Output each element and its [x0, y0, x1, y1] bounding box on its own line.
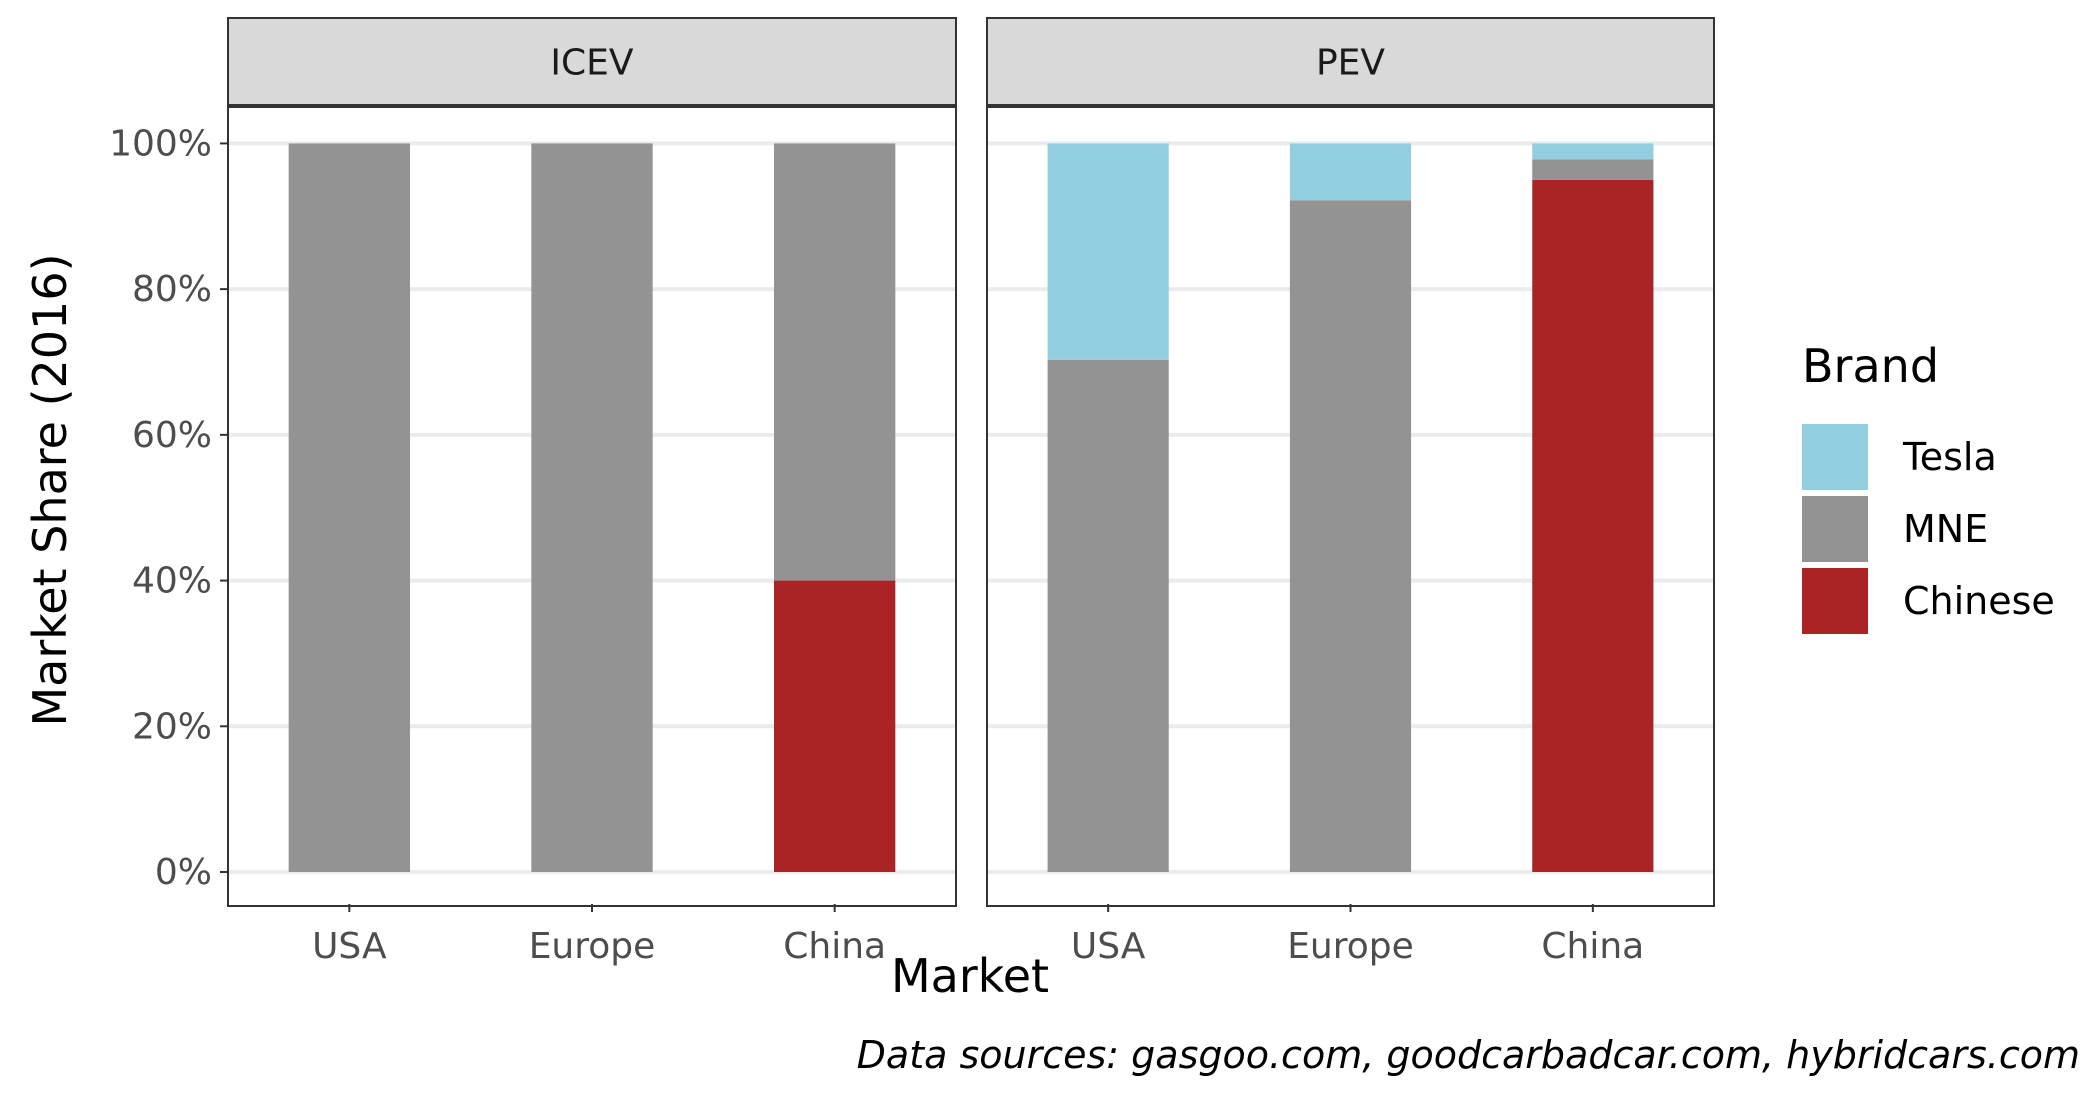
bar-mne [1289, 200, 1412, 872]
legend-title: Brand [1802, 339, 1939, 393]
chart-caption: Data sources: gasgoo.com, goodcarbadcar.… [857, 1033, 2080, 1077]
legend-swatch-mne [1802, 496, 1868, 562]
x-tick-label: USA [1071, 926, 1146, 967]
bar-mne [531, 143, 653, 872]
x-tick-label: China [783, 926, 886, 967]
y-tick-label: 60% [132, 415, 212, 456]
legend-label: MNE [1903, 507, 1988, 551]
panel-border [986, 106, 1715, 907]
facet-strip-label: PEV [1316, 43, 1385, 84]
x-axis-title: Market [891, 949, 1049, 1003]
legend-swatch-tesla [1802, 424, 1868, 490]
facet-strip [986, 17, 1715, 106]
x-tick-label: Europe [1287, 926, 1414, 967]
x-tick-label: China [1541, 926, 1644, 967]
bar-tesla [1532, 143, 1654, 160]
bar-mne [774, 143, 896, 581]
legend-label: Tesla [1902, 435, 1997, 479]
y-tick-label: 100% [109, 123, 212, 164]
bar-tesla [1289, 143, 1412, 201]
y-tick-label: 20% [132, 706, 212, 747]
facet-strip-label: ICEV [550, 43, 634, 84]
legend-swatch-chinese [1802, 568, 1868, 634]
bar-mne [288, 143, 410, 872]
y-tick-label: 40% [132, 561, 212, 602]
bar-tesla [1047, 143, 1169, 360]
bar-mne [1532, 159, 1654, 180]
bar-chinese [1532, 179, 1654, 872]
y-tick-label: 0% [155, 852, 212, 893]
legend-label: Chinese [1903, 579, 2055, 623]
facet-strip [227, 17, 957, 106]
x-tick-label: USA [312, 926, 387, 967]
panel-border [227, 106, 957, 907]
bar-mne [1047, 359, 1169, 872]
y-axis-title: Market Share (2016) [23, 253, 77, 726]
x-tick-label: Europe [529, 926, 656, 967]
bar-chinese [774, 580, 896, 872]
y-tick-label: 80% [132, 269, 212, 310]
